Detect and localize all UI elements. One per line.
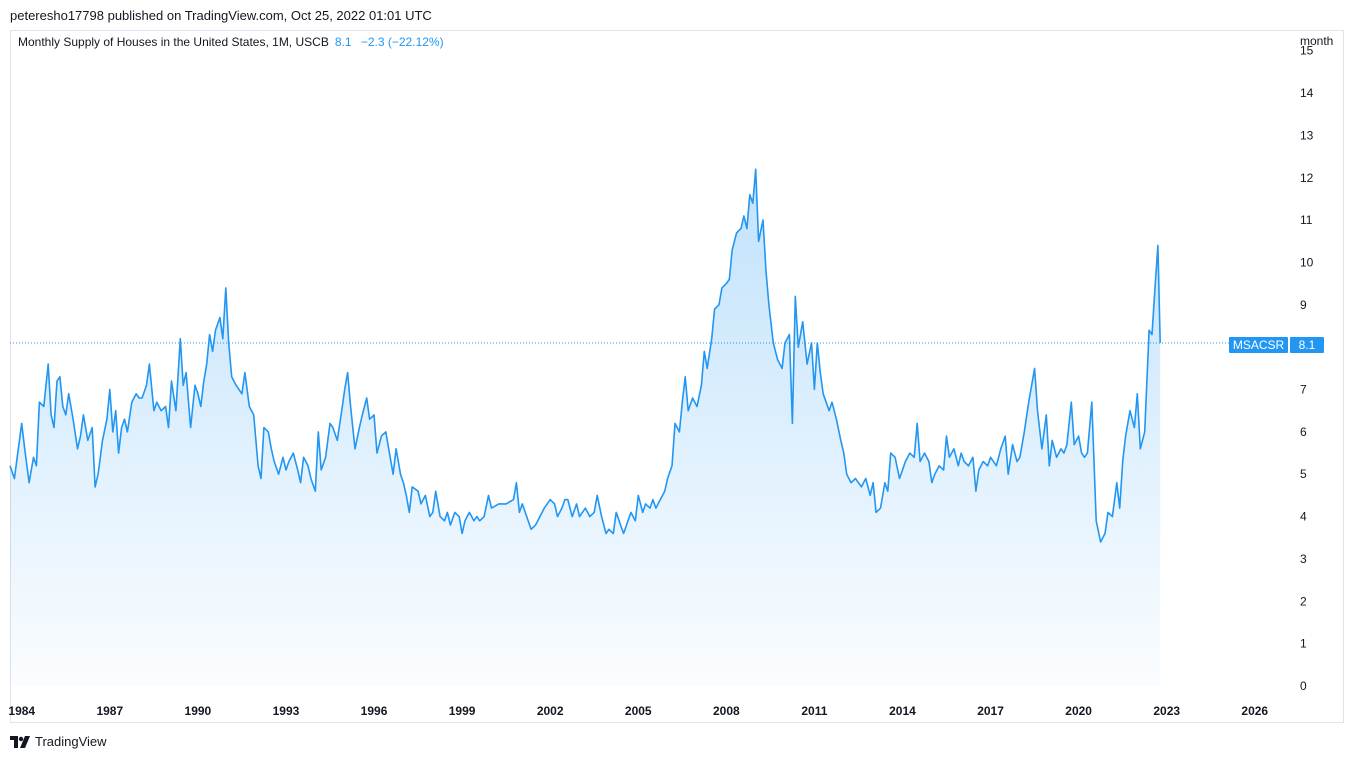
y-tick-label: 1	[1300, 637, 1307, 651]
x-tick-label: 2017	[977, 704, 1004, 718]
y-tick-label: 5	[1300, 467, 1307, 481]
y-tick-label: 0	[1300, 679, 1307, 693]
x-tick-label: 1993	[273, 704, 300, 718]
y-tick-label: 14	[1300, 86, 1314, 100]
y-axis: 0123456789101112131415	[1300, 44, 1314, 693]
tradingview-brand[interactable]: TradingView	[10, 734, 107, 749]
tradingview-logo-icon	[10, 735, 30, 748]
y-tick-label: 12	[1300, 171, 1314, 185]
x-tick-label: 2008	[713, 704, 740, 718]
y-tick-label: 13	[1300, 128, 1314, 142]
series-area	[10, 169, 1161, 687]
y-tick-label: 4	[1300, 510, 1307, 524]
chart-pane[interactable]	[10, 30, 1344, 723]
y-axis-unit: month	[1300, 34, 1334, 48]
x-tick-label: 1984	[8, 704, 35, 718]
x-tick-label: 2005	[625, 704, 652, 718]
publish-info: peteresho17798 published on TradingView.…	[10, 8, 432, 23]
price-tag-value: 8.1	[1299, 338, 1316, 352]
series-line	[9, 168, 1161, 543]
price-tag-symbol: MSACSR	[1233, 338, 1285, 352]
y-tick-label: 9	[1300, 298, 1307, 312]
y-tick-label: 15	[1300, 44, 1314, 58]
legend-title: Monthly Supply of Houses in the United S…	[18, 35, 329, 49]
price-tag: MSACSR 8.1	[1229, 337, 1324, 353]
price-tag-symbol-bg	[1229, 337, 1288, 353]
x-axis: 1984 1987 1990 1993 1996 1999 2002 2005 2008 2011…	[8, 704, 1268, 718]
x-tick-label: 1999	[449, 704, 476, 718]
legend-last-value: 8.1	[334, 35, 352, 49]
x-tick-label: 1990	[185, 704, 212, 718]
x-tick-label: 2023	[1153, 704, 1180, 718]
x-tick-label: 2026	[1241, 704, 1268, 718]
y-tick-label: 7	[1300, 383, 1307, 397]
price-tag-value-bg	[1290, 337, 1324, 353]
y-tick-label: 2	[1300, 594, 1307, 608]
x-tick-label: 1996	[361, 704, 388, 718]
y-tick-label: 10	[1300, 255, 1314, 269]
y-tick-label: 6	[1300, 425, 1307, 439]
x-tick-label: 2020	[1065, 704, 1092, 718]
y-tick-label: 3	[1300, 552, 1307, 566]
x-tick-label: 1987	[96, 704, 123, 718]
legend-change: −2.3 (−22.12%)	[360, 35, 444, 49]
x-tick-label: 2014	[889, 704, 916, 718]
brand-name: TradingView	[35, 734, 107, 749]
x-tick-label: 2011	[801, 704, 827, 718]
chart-legend: Monthly Supply of Houses in the United S…	[18, 35, 444, 49]
y-tick-label: 11	[1300, 213, 1313, 227]
x-tick-label: 2002	[537, 704, 564, 718]
